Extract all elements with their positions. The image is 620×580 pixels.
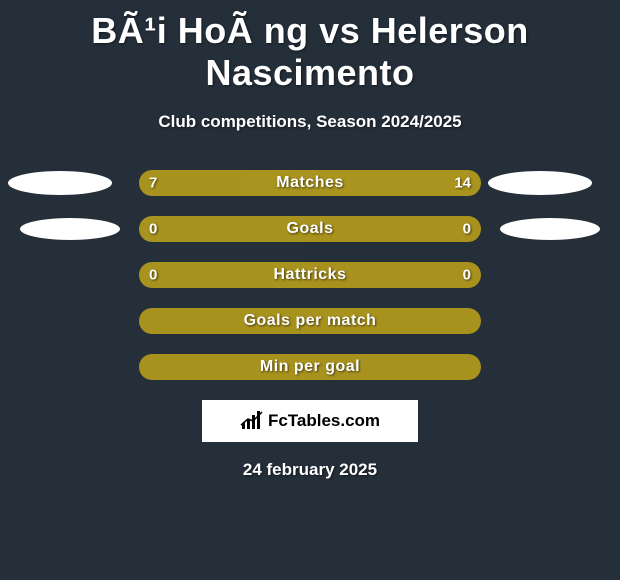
bar-value-right: 0 [463, 221, 471, 238]
comparison-rows: Matches714Goals00Hattricks00Goals per ma… [0, 170, 620, 380]
stat-row: Matches7 14 [0, 170, 620, 196]
bar-container: Goals0 0 [139, 216, 481, 242]
bar-label: Min per goal [139, 358, 481, 376]
subtitle: Club competitions, Season 2024/2025 [0, 112, 620, 132]
bar-label: Goals per match [139, 312, 481, 330]
date-text: 24 february 2025 [0, 460, 620, 480]
chart-icon [240, 411, 264, 431]
bar-label: Goals [139, 220, 481, 238]
bar-value-left: 0 [149, 267, 157, 284]
bar-label: Hattricks [139, 266, 481, 284]
stat-row: Hattricks0 0 [0, 262, 620, 288]
bar-label: Matches [139, 174, 481, 192]
bar-value-left: 7 [149, 175, 157, 192]
page-title: BÃ¹i HoÃ ng vs Helerson Nascimento [0, 0, 620, 94]
decor-ellipse [488, 171, 592, 195]
bar-value-right: 0 [463, 267, 471, 284]
bar-value-left: 0 [149, 221, 157, 238]
bar-container: Hattricks0 0 [139, 262, 481, 288]
bar-container: Goals per match [139, 308, 481, 334]
bar-value-right: 14 [454, 175, 471, 192]
stat-row: Goals0 0 [0, 216, 620, 242]
fctables-badge: FcTables.com [202, 400, 418, 442]
bar-container: Matches7 14 [139, 170, 481, 196]
decor-ellipse [20, 218, 120, 240]
decor-ellipse [500, 218, 600, 240]
badge-text: FcTables.com [268, 411, 380, 431]
decor-ellipse [8, 171, 112, 195]
stat-row: Min per goal [0, 354, 620, 380]
bar-container: Min per goal [139, 354, 481, 380]
stat-row: Goals per match [0, 308, 620, 334]
